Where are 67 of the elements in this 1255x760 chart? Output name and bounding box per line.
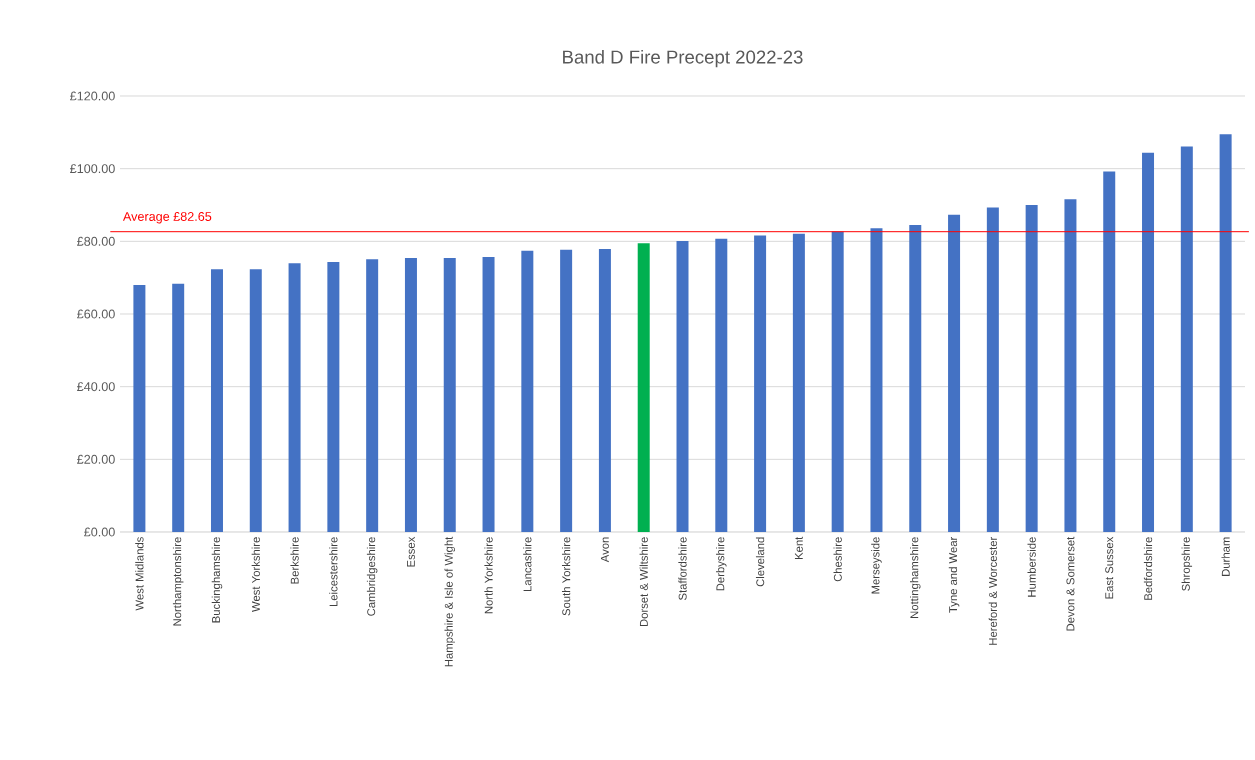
bar	[560, 249, 573, 532]
bar	[288, 263, 301, 532]
x-tick-label: Cheshire	[833, 537, 842, 582]
bar	[1025, 204, 1038, 532]
bar	[637, 243, 650, 532]
x-tick-label: Devon & Somerset	[1066, 536, 1075, 631]
x-tick-label: West Midlands	[135, 537, 144, 611]
x-tick-label: Derbyshire	[716, 537, 727, 591]
x-tick-label: Cambridgeshire	[366, 537, 378, 616]
x-tick-label: Berkshire	[290, 537, 299, 584]
y-tick-label: £0.00	[84, 527, 115, 537]
bar	[1219, 134, 1232, 532]
bar	[948, 214, 961, 532]
bar	[598, 248, 611, 532]
bar	[521, 250, 534, 532]
ref-line-label: Average £82.65	[122, 212, 212, 224]
bar	[676, 240, 689, 532]
x-tick-label: Northamptonshire	[172, 537, 184, 626]
x-tick-label: Nottinghamshire	[910, 537, 921, 618]
bar	[443, 258, 456, 532]
bar	[210, 269, 223, 532]
x-tick-label: Hampshire & Isle of Wight	[444, 536, 455, 667]
x-tick-label: Hereford & Worcester	[988, 536, 997, 645]
x-tick-label: Kent	[794, 536, 803, 559]
bar	[1142, 152, 1155, 532]
x-tick-label: East Sussex	[1105, 536, 1114, 599]
x-tick-label: Dorset & Wiltshire	[639, 537, 648, 627]
x-tick-label: Tyne and Wear	[948, 536, 960, 613]
bar	[870, 228, 883, 532]
bar	[754, 235, 767, 532]
bar	[1064, 199, 1077, 532]
y-tick-label: £40.00	[77, 382, 115, 392]
x-tick-label: Shropshire	[1181, 537, 1193, 591]
y-tick-label: £80.00	[77, 236, 115, 246]
x-tick-label: Staffordshire	[678, 537, 687, 600]
x-tick-label: West Yorkshire	[251, 537, 260, 612]
bar	[172, 283, 185, 532]
bar	[792, 233, 805, 532]
bar	[327, 262, 340, 532]
y-tick-label: £20.00	[77, 454, 115, 464]
x-tick-label: Humberside	[1027, 537, 1036, 597]
x-tick-label: Buckinghamshire	[211, 537, 223, 623]
bar	[249, 269, 262, 532]
bar	[909, 224, 922, 532]
x-tick-label: Avon	[600, 537, 609, 563]
x-tick-label: South Yorkshire	[561, 537, 571, 616]
bar	[986, 207, 999, 532]
bar	[366, 259, 379, 532]
x-tick-label: Bedfordshire	[1143, 537, 1153, 600]
bar	[831, 231, 844, 532]
bar	[1103, 171, 1116, 532]
bar	[404, 258, 417, 532]
x-tick-label: Cleveland	[755, 537, 765, 587]
bar	[715, 238, 728, 532]
bar	[1180, 146, 1193, 532]
bar	[133, 284, 146, 532]
x-tick-label: Essex	[407, 536, 415, 567]
x-tick-label: Lancashire	[523, 537, 532, 592]
x-tick-label: Merseyside	[871, 537, 882, 594]
y-tick-label: £100.00	[70, 164, 115, 174]
x-tick-label: North Yorkshire	[484, 537, 493, 614]
chart-title: Band D Fire Precept 2022-23	[563, 49, 803, 68]
x-tick-label: Durham	[1221, 537, 1230, 576]
y-tick-label: £60.00	[77, 309, 115, 319]
x-tick-label: Leicestershire	[329, 537, 338, 607]
y-tick-label: £120.00	[70, 91, 115, 101]
bar	[482, 256, 495, 532]
